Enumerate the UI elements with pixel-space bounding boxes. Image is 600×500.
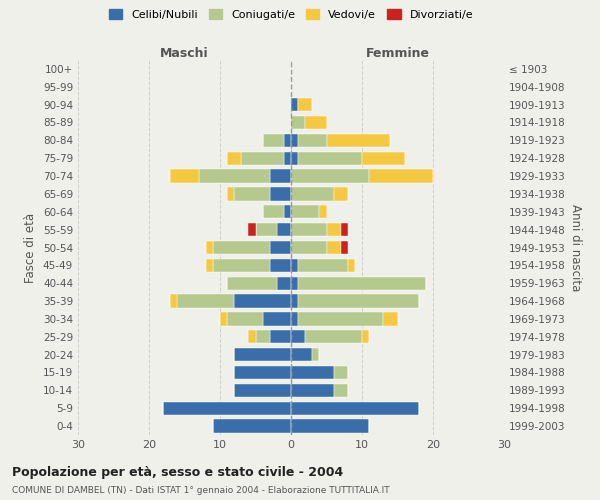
Bar bbox=[270, 258, 291, 272]
Bar bbox=[263, 134, 284, 147]
Bar bbox=[270, 330, 291, 344]
Bar bbox=[326, 241, 341, 254]
Text: COMUNE DI DAMBEL (TN) - Dati ISTAT 1° gennaio 2004 - Elaborazione TUTTITALIA.IT: COMUNE DI DAMBEL (TN) - Dati ISTAT 1° ge… bbox=[12, 486, 389, 495]
Bar bbox=[298, 276, 426, 290]
Bar bbox=[248, 330, 256, 344]
Bar bbox=[227, 276, 277, 290]
Bar bbox=[178, 294, 234, 308]
Bar bbox=[291, 205, 319, 218]
Bar bbox=[291, 134, 298, 147]
Bar bbox=[270, 170, 291, 183]
Bar bbox=[291, 366, 334, 379]
Bar bbox=[326, 223, 341, 236]
Bar bbox=[234, 187, 270, 200]
Bar bbox=[277, 276, 291, 290]
Bar bbox=[170, 294, 178, 308]
Bar bbox=[291, 223, 326, 236]
Bar bbox=[305, 330, 362, 344]
Bar bbox=[362, 330, 369, 344]
Bar bbox=[213, 241, 270, 254]
Y-axis label: Anni di nascita: Anni di nascita bbox=[569, 204, 582, 291]
Bar bbox=[234, 348, 291, 362]
Bar bbox=[234, 366, 291, 379]
Bar bbox=[227, 187, 234, 200]
Bar bbox=[334, 366, 348, 379]
Text: Femmine: Femmine bbox=[365, 47, 430, 60]
Bar bbox=[291, 116, 305, 129]
Bar bbox=[341, 241, 348, 254]
Bar bbox=[291, 98, 298, 112]
Bar bbox=[362, 152, 404, 165]
Text: Maschi: Maschi bbox=[160, 47, 209, 60]
Bar bbox=[291, 330, 305, 344]
Bar bbox=[319, 205, 326, 218]
Bar bbox=[291, 384, 334, 397]
Bar bbox=[277, 223, 291, 236]
Bar bbox=[206, 258, 213, 272]
Bar bbox=[284, 134, 291, 147]
Bar bbox=[291, 170, 369, 183]
Bar bbox=[227, 312, 263, 326]
Bar bbox=[163, 402, 291, 415]
Bar bbox=[256, 330, 270, 344]
Bar bbox=[298, 258, 348, 272]
Bar bbox=[326, 134, 391, 147]
Bar bbox=[284, 152, 291, 165]
Bar bbox=[213, 420, 291, 433]
Bar bbox=[170, 170, 199, 183]
Bar bbox=[263, 205, 284, 218]
Bar bbox=[291, 420, 369, 433]
Bar bbox=[291, 348, 313, 362]
Bar bbox=[291, 187, 334, 200]
Bar bbox=[291, 152, 298, 165]
Bar bbox=[334, 384, 348, 397]
Bar bbox=[305, 116, 326, 129]
Bar bbox=[241, 152, 284, 165]
Bar bbox=[298, 98, 313, 112]
Bar bbox=[234, 384, 291, 397]
Bar bbox=[369, 170, 433, 183]
Bar bbox=[248, 223, 256, 236]
Bar bbox=[291, 241, 326, 254]
Legend: Celibi/Nubili, Coniugati/e, Vedovi/e, Divorziati/e: Celibi/Nubili, Coniugati/e, Vedovi/e, Di… bbox=[109, 10, 473, 20]
Bar bbox=[341, 223, 348, 236]
Bar bbox=[270, 187, 291, 200]
Bar bbox=[291, 276, 298, 290]
Bar bbox=[291, 258, 298, 272]
Bar bbox=[298, 312, 383, 326]
Bar bbox=[256, 223, 277, 236]
Bar bbox=[270, 241, 291, 254]
Bar bbox=[313, 348, 319, 362]
Bar bbox=[263, 312, 291, 326]
Bar bbox=[234, 294, 291, 308]
Bar bbox=[334, 187, 348, 200]
Bar bbox=[291, 312, 298, 326]
Bar bbox=[298, 294, 419, 308]
Bar bbox=[291, 402, 419, 415]
Bar bbox=[284, 205, 291, 218]
Text: Popolazione per età, sesso e stato civile - 2004: Popolazione per età, sesso e stato civil… bbox=[12, 466, 343, 479]
Bar bbox=[220, 312, 227, 326]
Bar bbox=[298, 134, 326, 147]
Bar bbox=[227, 152, 241, 165]
Bar bbox=[348, 258, 355, 272]
Bar bbox=[206, 241, 213, 254]
Bar bbox=[298, 152, 362, 165]
Bar bbox=[383, 312, 398, 326]
Bar bbox=[291, 294, 298, 308]
Bar bbox=[199, 170, 270, 183]
Bar bbox=[213, 258, 270, 272]
Y-axis label: Fasce di età: Fasce di età bbox=[25, 212, 37, 282]
